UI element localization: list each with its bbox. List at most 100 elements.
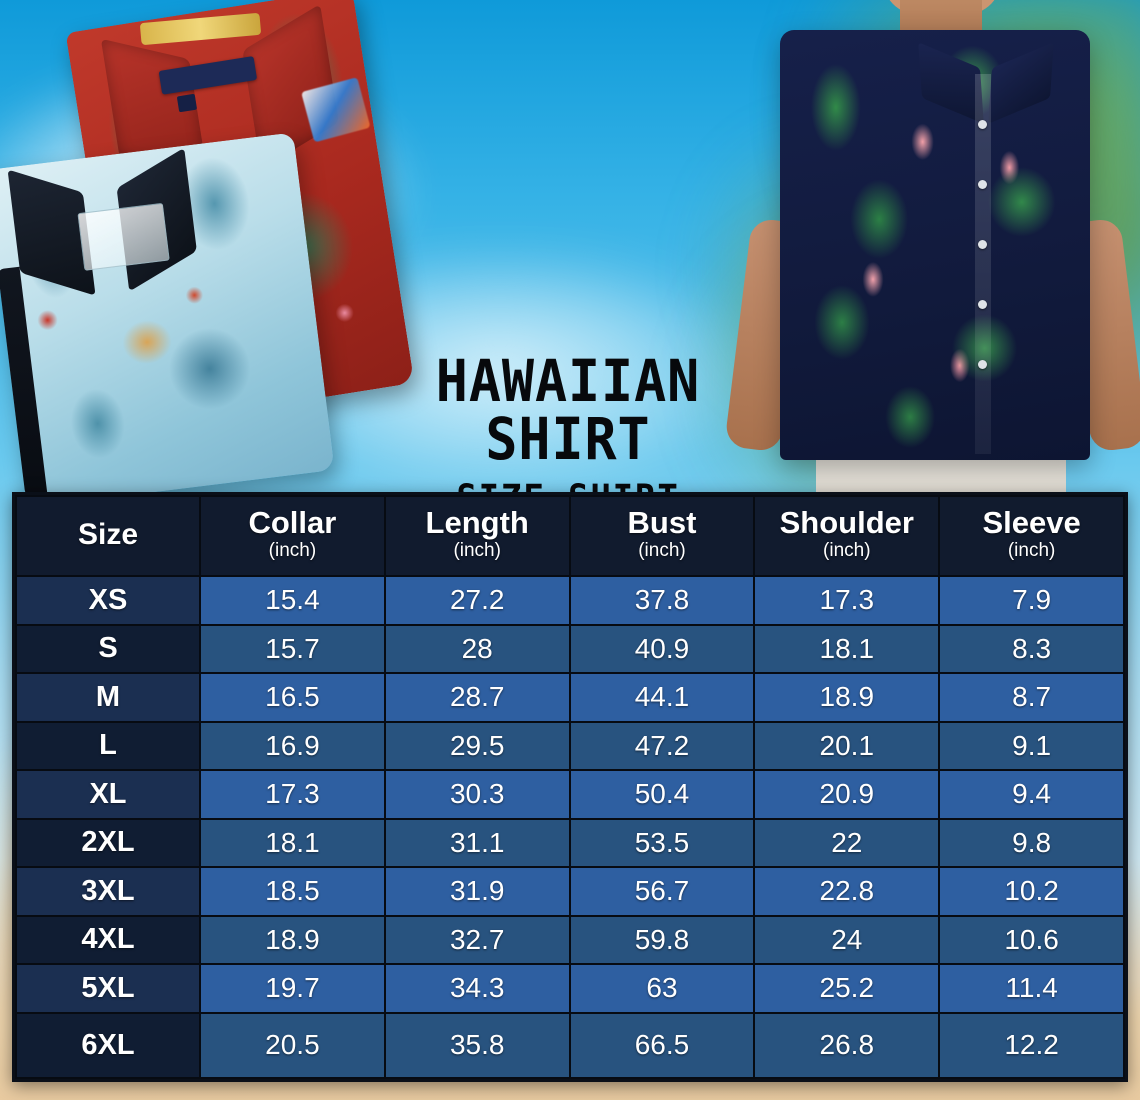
cell-shoulder: 24 xyxy=(753,914,941,965)
cell-shoulder: 20.9 xyxy=(753,769,941,820)
table-row: 6XL 20.5 35.8 66.5 26.8 12.2 xyxy=(15,1011,1125,1079)
cell-sleeve: 12.2 xyxy=(938,1011,1125,1079)
cell-size: M xyxy=(15,672,201,723)
cell-collar: 15.7 xyxy=(199,623,386,674)
model-shirt-collar-left xyxy=(918,42,984,124)
cell-length: 27.2 xyxy=(383,575,571,626)
size-chart-table: Size Collar (inch) Length (inch) Bust (i… xyxy=(15,495,1125,1079)
cell-size: L xyxy=(15,720,201,771)
column-header-length: Length (inch) xyxy=(383,495,571,577)
cell-collar: 17.3 xyxy=(199,769,386,820)
cell-shoulder: 20.1 xyxy=(753,720,941,771)
table-row: L 16.9 29.5 47.2 20.1 9.1 xyxy=(15,720,1125,771)
cell-shoulder: 18.1 xyxy=(753,623,941,674)
table-header: Size Collar (inch) Length (inch) Bust (i… xyxy=(15,495,1125,577)
column-header-length-label: Length xyxy=(425,505,529,541)
table-row: M 16.5 28.7 44.1 18.9 8.7 xyxy=(15,672,1125,723)
cell-shoulder: 26.8 xyxy=(753,1011,941,1079)
table-body: XS 15.4 27.2 37.8 17.3 7.9 S 15.7 28 40.9 18.1 8.3 M… xyxy=(15,575,1125,1079)
cell-collar: 20.5 xyxy=(199,1011,386,1079)
cell-size: 2XL xyxy=(15,817,201,868)
cell-length: 32.7 xyxy=(383,914,571,965)
cell-sleeve: 9.4 xyxy=(938,769,1125,820)
cell-size: 3XL xyxy=(15,866,201,917)
table-header-row: Size Collar (inch) Length (inch) Bust (i… xyxy=(15,495,1125,577)
column-header-sleeve-label: Sleeve xyxy=(982,505,1081,541)
model-shirt-button xyxy=(978,120,987,129)
page-title: HAWAIIAN SHIRT xyxy=(435,347,701,473)
table-row: XL 17.3 30.3 50.4 20.9 9.4 xyxy=(15,769,1125,820)
column-header-sleeve-unit: (inch) xyxy=(1007,539,1056,561)
model-flamingo-shirt xyxy=(780,30,1090,460)
cell-size: XS xyxy=(15,575,201,626)
cell-length: 29.5 xyxy=(383,720,571,771)
cell-bust: 40.9 xyxy=(568,623,756,674)
cell-length: 28.7 xyxy=(383,672,571,723)
cell-size: 6XL xyxy=(15,1011,201,1079)
cell-sleeve: 8.7 xyxy=(938,672,1125,723)
model-shirt-placket xyxy=(975,74,991,454)
cell-length: 30.3 xyxy=(383,769,571,820)
cell-collar: 16.5 xyxy=(199,672,386,723)
cell-bust: 47.2 xyxy=(568,720,756,771)
column-header-collar: Collar (inch) xyxy=(199,495,386,577)
cell-collar: 18.9 xyxy=(199,914,386,965)
red-shirt-neck-tape xyxy=(139,12,262,46)
blue-shirt-chest-pocket xyxy=(77,202,170,271)
cell-shoulder: 22.8 xyxy=(753,866,941,917)
cell-collar: 19.7 xyxy=(199,963,386,1014)
cell-bust: 37.8 xyxy=(568,575,756,626)
column-header-shoulder-label: Shoulder xyxy=(779,505,914,541)
model-shirt-button xyxy=(978,360,987,369)
cell-collar: 16.9 xyxy=(199,720,386,771)
cell-sleeve: 9.8 xyxy=(938,817,1125,868)
cell-length: 31.1 xyxy=(383,817,571,868)
cell-collar: 18.5 xyxy=(199,866,386,917)
column-header-collar-label: Collar xyxy=(248,505,337,541)
size-chart-container: Size Collar (inch) Length (inch) Bust (i… xyxy=(12,492,1128,1082)
cell-sleeve: 8.3 xyxy=(938,623,1125,674)
table-row: S 15.7 28 40.9 18.1 8.3 xyxy=(15,623,1125,674)
table-row: 5XL 19.7 34.3 63 25.2 11.4 xyxy=(15,963,1125,1014)
cell-sleeve: 7.9 xyxy=(938,575,1125,626)
column-header-size: Size xyxy=(15,495,201,577)
cell-bust: 66.5 xyxy=(568,1011,756,1079)
column-header-collar-unit: (inch) xyxy=(268,539,317,561)
column-header-shoulder: Shoulder (inch) xyxy=(753,495,941,577)
model-shirt-collar-right xyxy=(988,42,1054,124)
model-shirt-button xyxy=(978,240,987,249)
table-row: XS 15.4 27.2 37.8 17.3 7.9 xyxy=(15,575,1125,626)
cell-shoulder: 17.3 xyxy=(753,575,941,626)
cell-sleeve: 9.1 xyxy=(938,720,1125,771)
model-shirt-button xyxy=(978,180,987,189)
cell-sleeve: 10.2 xyxy=(938,866,1125,917)
model-shirt-button xyxy=(978,300,987,309)
cell-bust: 63 xyxy=(568,963,756,1014)
red-shirt-size-tag xyxy=(176,93,198,113)
cell-length: 28 xyxy=(383,623,571,674)
blue-hawaiian-shirt xyxy=(0,132,335,508)
blue-shirt-fold-edge xyxy=(0,266,48,498)
cell-collar: 18.1 xyxy=(199,817,386,868)
cell-bust: 53.5 xyxy=(568,817,756,868)
cell-shoulder: 18.9 xyxy=(753,672,941,723)
cell-shoulder: 25.2 xyxy=(753,963,941,1014)
column-header-size-label: Size xyxy=(77,518,139,552)
table-row: 2XL 18.1 31.1 53.5 22 9.8 xyxy=(15,817,1125,868)
cell-size: 4XL xyxy=(15,914,201,965)
cell-bust: 50.4 xyxy=(568,769,756,820)
cell-size: S xyxy=(15,623,201,674)
cell-bust: 44.1 xyxy=(568,672,756,723)
cell-shoulder: 22 xyxy=(753,817,941,868)
cell-sleeve: 11.4 xyxy=(938,963,1125,1014)
cell-bust: 59.8 xyxy=(568,914,756,965)
cell-sleeve: 10.6 xyxy=(938,914,1125,965)
column-header-bust: Bust (inch) xyxy=(568,495,756,577)
column-header-length-unit: (inch) xyxy=(453,539,501,561)
cell-length: 34.3 xyxy=(383,963,571,1014)
cell-bust: 56.7 xyxy=(568,866,756,917)
table-row: 4XL 18.9 32.7 59.8 24 10.6 xyxy=(15,914,1125,965)
cell-length: 31.9 xyxy=(383,866,571,917)
column-header-bust-label: Bust xyxy=(627,505,697,541)
cell-collar: 15.4 xyxy=(199,575,386,626)
